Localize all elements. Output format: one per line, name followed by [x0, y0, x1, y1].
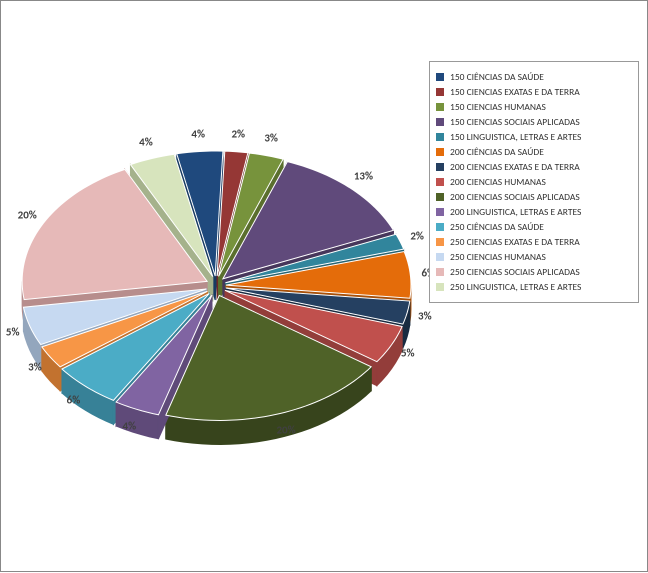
legend-label: 150 LINGUISTICA, LETRAS E ARTES	[450, 131, 581, 143]
slice-label: 20%	[276, 424, 295, 437]
legend-swatch	[436, 283, 444, 291]
legend-label: 200 CIÊNCIAS DA SAÚDE	[450, 146, 544, 158]
slice-label: 6%	[67, 393, 81, 406]
legend-item: 150 CIÊNCIAS DA SAÚDE	[436, 71, 632, 83]
legend-swatch	[436, 88, 444, 96]
slice-label: 2%	[410, 229, 424, 242]
legend-item: 200 CIENCIAS EXATAS E DA TERRA	[436, 161, 632, 173]
legend-label: 250 CIENCIAS HUMANAS	[450, 251, 546, 263]
legend-swatch	[436, 268, 444, 276]
legend-item: 250 CIÊNCIAS DA SAÚDE	[436, 221, 632, 233]
legend-item: 250 CIENCIAS EXATAS E DA TERRA	[436, 236, 632, 248]
legend-swatch	[436, 253, 444, 261]
slice-label: 3%	[264, 132, 278, 145]
legend-label: 250 CIENCIAS EXATAS E DA TERRA	[450, 236, 580, 248]
legend-swatch	[436, 238, 444, 246]
slice-label: 2%	[231, 127, 245, 140]
legend-label: 200 CIENCIAS EXATAS E DA TERRA	[450, 161, 580, 173]
legend-swatch	[436, 178, 444, 186]
slice-label: 20%	[18, 209, 37, 222]
legend-swatch	[436, 73, 444, 81]
slice-label: 3%	[28, 360, 42, 373]
legend-item: 150 CIENCIAS HUMANAS	[436, 101, 632, 113]
legend-item: 200 CIÊNCIAS DA SAÚDE	[436, 146, 632, 158]
slice-label: 5%	[401, 346, 415, 359]
legend-label: 250 CIENCIAS SOCIAIS APLICADAS	[450, 266, 580, 278]
slice-label: 3%	[418, 310, 432, 323]
legend-item: 250 CIENCIAS HUMANAS	[436, 251, 632, 263]
legend-item: 200 CIENCIAS SOCIAIS APLICADAS	[436, 191, 632, 203]
legend-swatch	[436, 148, 444, 156]
legend-item: 200 LINGUISTICA, LETRAS E ARTES	[436, 206, 632, 218]
legend-label: 200 CIENCIAS HUMANAS	[450, 176, 546, 188]
slice-label: 4%	[139, 135, 153, 148]
legend-label: 150 CIENCIAS HUMANAS	[450, 101, 546, 113]
legend-label: 200 CIENCIAS SOCIAIS APLICADAS	[450, 191, 580, 203]
slice-label: 4%	[123, 419, 137, 432]
legend-item: 150 CIENCIAS SOCIAIS APLICADAS	[436, 116, 632, 128]
legend-swatch	[436, 118, 444, 126]
slice-label: 4%	[191, 127, 205, 140]
chart-frame: 4%2%3%13%2%6%3%5%20%4%6%3%5%20%4% 150 CI…	[0, 0, 648, 572]
legend-label: 150 CIENCIAS EXATAS E DA TERRA	[450, 86, 580, 98]
legend-item: 200 CIENCIAS HUMANAS	[436, 176, 632, 188]
legend-label: 250 LINGUISTICA, LETRAS E ARTES	[450, 281, 581, 293]
legend-swatch	[436, 163, 444, 171]
slice-label: 5%	[6, 325, 20, 338]
legend-label: 200 LINGUISTICA, LETRAS E ARTES	[450, 206, 581, 218]
legend-swatch	[436, 133, 444, 141]
legend-swatch	[436, 208, 444, 216]
legend-swatch	[436, 223, 444, 231]
legend-item: 150 LINGUISTICA, LETRAS E ARTES	[436, 131, 632, 143]
slice-label: 13%	[354, 169, 373, 182]
legend-swatch	[436, 103, 444, 111]
legend-swatch	[436, 193, 444, 201]
legend: 150 CIÊNCIAS DA SAÚDE 150 CIENCIAS EXATAS…	[429, 61, 639, 303]
legend-item: 250 LINGUISTICA, LETRAS E ARTES	[436, 281, 632, 293]
legend-label: 150 CIENCIAS SOCIAIS APLICADAS	[450, 116, 580, 128]
legend-item: 250 CIENCIAS SOCIAIS APLICADAS	[436, 266, 632, 278]
legend-label: 250 CIÊNCIAS DA SAÚDE	[450, 221, 544, 233]
legend-item: 150 CIENCIAS EXATAS E DA TERRA	[436, 86, 632, 98]
legend-label: 150 CIÊNCIAS DA SAÚDE	[450, 71, 544, 83]
